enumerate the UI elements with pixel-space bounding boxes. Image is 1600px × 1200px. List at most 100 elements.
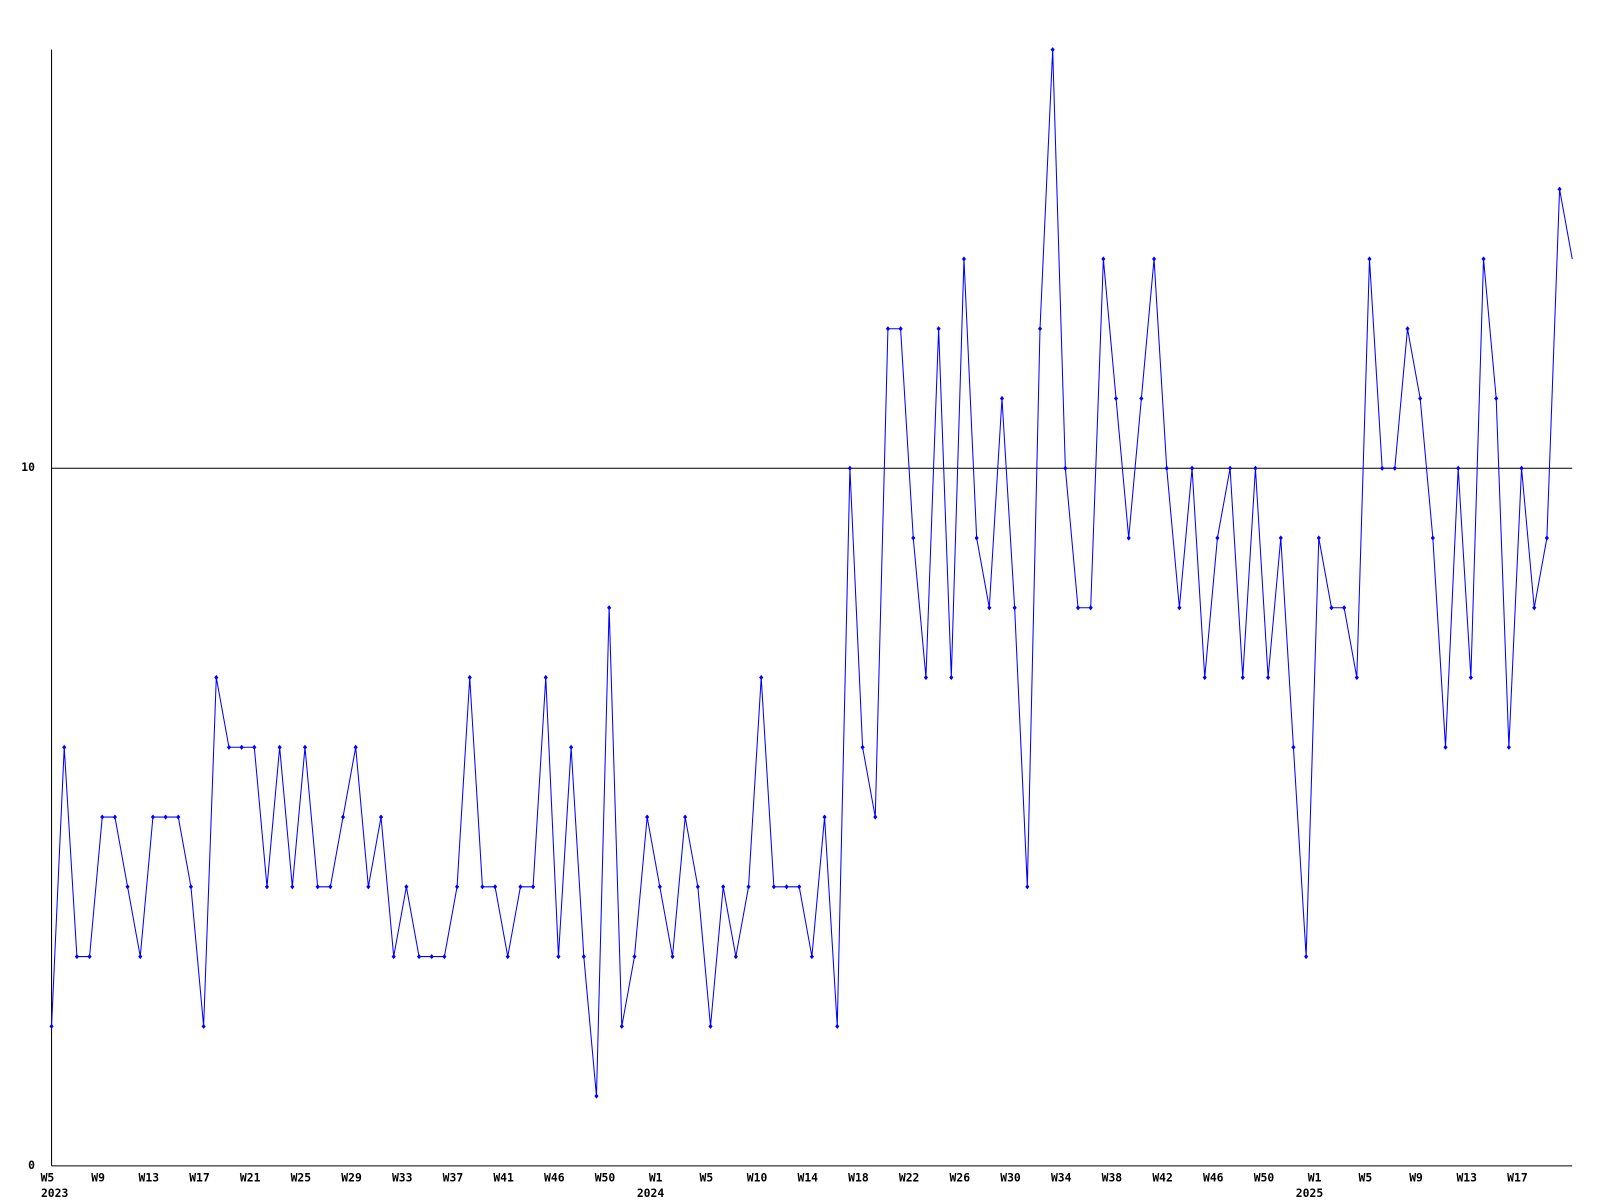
point-marker xyxy=(632,953,637,960)
point-marker xyxy=(493,884,498,890)
point-marker xyxy=(733,953,738,960)
point-marker xyxy=(226,744,232,750)
point-marker xyxy=(277,744,282,750)
point-marker xyxy=(771,884,776,890)
point-marker xyxy=(1088,605,1093,611)
y-tick-label: 10 xyxy=(21,460,35,474)
point-marker xyxy=(1253,465,1258,471)
point-marker xyxy=(1063,465,1068,471)
point-marker xyxy=(543,674,548,681)
point-marker xyxy=(911,535,916,541)
point-marker xyxy=(138,953,143,960)
point-marker xyxy=(670,953,675,960)
point-marker xyxy=(353,744,358,750)
point-marker xyxy=(1291,744,1296,750)
point-marker xyxy=(163,814,168,820)
point-marker xyxy=(239,744,244,750)
point-marker xyxy=(657,884,662,890)
point-marker xyxy=(100,814,105,820)
point-marker xyxy=(746,884,751,890)
x-tick-label: W13 xyxy=(139,1170,160,1184)
x-tick-label: W21 xyxy=(240,1170,261,1184)
point-marker xyxy=(416,953,422,960)
point-marker xyxy=(112,814,117,820)
point-marker xyxy=(581,953,586,960)
point-marker xyxy=(176,814,181,820)
x-tick-label: W17 xyxy=(189,1170,210,1184)
point-marker xyxy=(1101,256,1106,262)
x-year-label: 2024 xyxy=(637,1186,665,1200)
point-marker xyxy=(1532,605,1537,611)
point-marker xyxy=(1139,395,1144,402)
x-tick-label: W5 xyxy=(41,1170,55,1184)
point-marker xyxy=(873,814,878,820)
x-tick-label: W1 xyxy=(649,1170,663,1184)
point-marker xyxy=(936,326,941,332)
point-marker xyxy=(315,884,320,890)
point-marker xyxy=(1113,395,1119,402)
point-marker xyxy=(822,814,827,820)
point-marker xyxy=(1037,326,1043,332)
point-marker xyxy=(391,953,396,960)
point-marker xyxy=(1418,395,1423,402)
point-marker xyxy=(1405,326,1410,332)
point-marker xyxy=(607,605,612,611)
point-marker xyxy=(87,953,92,960)
point-marker xyxy=(328,884,333,890)
point-marker xyxy=(569,744,574,750)
point-marker xyxy=(1151,256,1157,262)
data-line xyxy=(51,49,1573,1097)
point-marker xyxy=(1266,674,1271,681)
point-marker xyxy=(1392,465,1397,471)
point-marker xyxy=(721,884,726,890)
point-marker xyxy=(1329,605,1334,611)
x-tick-label: W9 xyxy=(1409,1170,1423,1184)
point-marker xyxy=(1443,744,1448,750)
point-marker xyxy=(1519,465,1524,471)
point-marker xyxy=(1354,674,1359,681)
point-marker xyxy=(62,744,67,750)
point-marker xyxy=(1430,535,1435,541)
point-marker xyxy=(264,884,270,890)
point-marker xyxy=(1202,674,1207,681)
point-marker xyxy=(429,953,434,960)
point-marker xyxy=(898,326,903,332)
point-marker xyxy=(340,814,346,820)
point-marker xyxy=(1506,744,1511,750)
point-marker xyxy=(1456,465,1461,471)
point-marker xyxy=(1367,256,1372,262)
point-marker xyxy=(797,884,802,890)
point-marker xyxy=(683,814,688,820)
x-tick-label: W5 xyxy=(700,1170,714,1184)
point-marker xyxy=(1050,47,1055,53)
x-tick-label: W26 xyxy=(950,1170,971,1184)
point-marker xyxy=(1240,674,1245,681)
point-marker xyxy=(784,884,789,890)
x-tick-label: W42 xyxy=(1152,1170,1173,1184)
x-tick-label: W5 xyxy=(1359,1170,1373,1184)
x-tick-label: W37 xyxy=(443,1170,464,1184)
point-marker xyxy=(150,814,155,820)
x-tick-label: W34 xyxy=(1051,1170,1072,1184)
point-marker xyxy=(1316,535,1321,541)
point-marker xyxy=(594,1093,599,1099)
point-marker xyxy=(1228,465,1233,471)
x-tick-label: W38 xyxy=(1102,1170,1123,1184)
point-marker xyxy=(1126,535,1131,541)
point-marker xyxy=(835,1023,840,1029)
point-marker xyxy=(480,884,485,890)
point-marker xyxy=(987,605,992,611)
point-marker xyxy=(125,884,130,890)
x-tick-label: W17 xyxy=(1507,1170,1528,1184)
point-marker xyxy=(1481,256,1486,262)
point-marker xyxy=(74,953,79,960)
x-tick-label: W10 xyxy=(747,1170,768,1184)
point-marker xyxy=(1075,605,1081,611)
point-marker xyxy=(1278,535,1283,541)
point-marker xyxy=(290,884,295,890)
point-marker xyxy=(1215,535,1220,541)
x-tick-label: W25 xyxy=(291,1170,312,1184)
point-marker xyxy=(49,1023,54,1029)
